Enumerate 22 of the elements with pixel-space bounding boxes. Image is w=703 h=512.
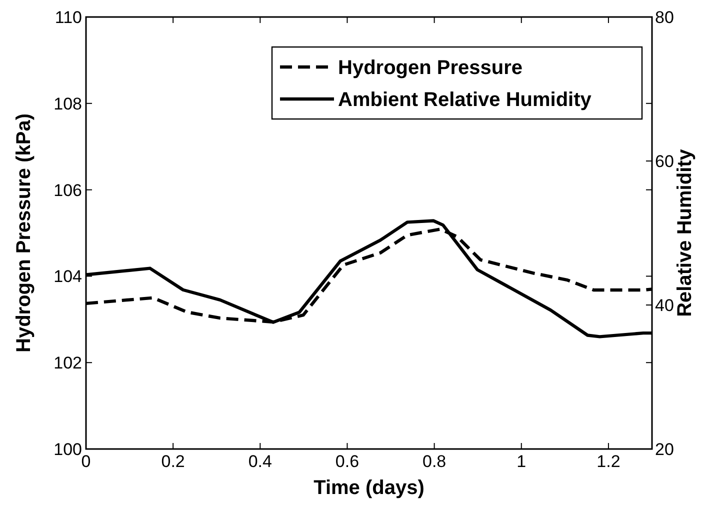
y2-tick-label: 40	[655, 296, 674, 315]
legend-label: Hydrogen Pressure	[338, 57, 523, 79]
x-tick-label: 0	[81, 452, 91, 471]
x-tick-label: 1.2	[596, 452, 620, 471]
y-tick-label: 102	[54, 354, 82, 373]
y2-axis-title: Relative Humidity	[674, 148, 696, 317]
x-axis-title: Time (days)	[314, 477, 424, 499]
y2-tick-label: 20	[655, 440, 674, 459]
legend-label: Ambient Relative Humidity	[338, 89, 592, 111]
y-tick-label: 100	[54, 440, 82, 459]
y2-tick-label: 80	[655, 8, 674, 27]
x-tick-label: 0.4	[248, 452, 272, 471]
y2-tick-label: 60	[655, 152, 674, 171]
y-tick-label: 110	[54, 8, 82, 27]
x-tick-label: 0.6	[335, 452, 360, 471]
y-axis-title: Hydrogen Pressure (kPa)	[13, 114, 35, 352]
x-tick-label: 0.8	[422, 452, 446, 471]
x-tick-label: 0.2	[161, 452, 185, 471]
y-tick-label: 108	[54, 94, 82, 114]
y-tick-label: 106	[54, 180, 82, 200]
y-tick-label: 104	[54, 267, 82, 286]
x-tick-label: 1	[516, 452, 526, 471]
